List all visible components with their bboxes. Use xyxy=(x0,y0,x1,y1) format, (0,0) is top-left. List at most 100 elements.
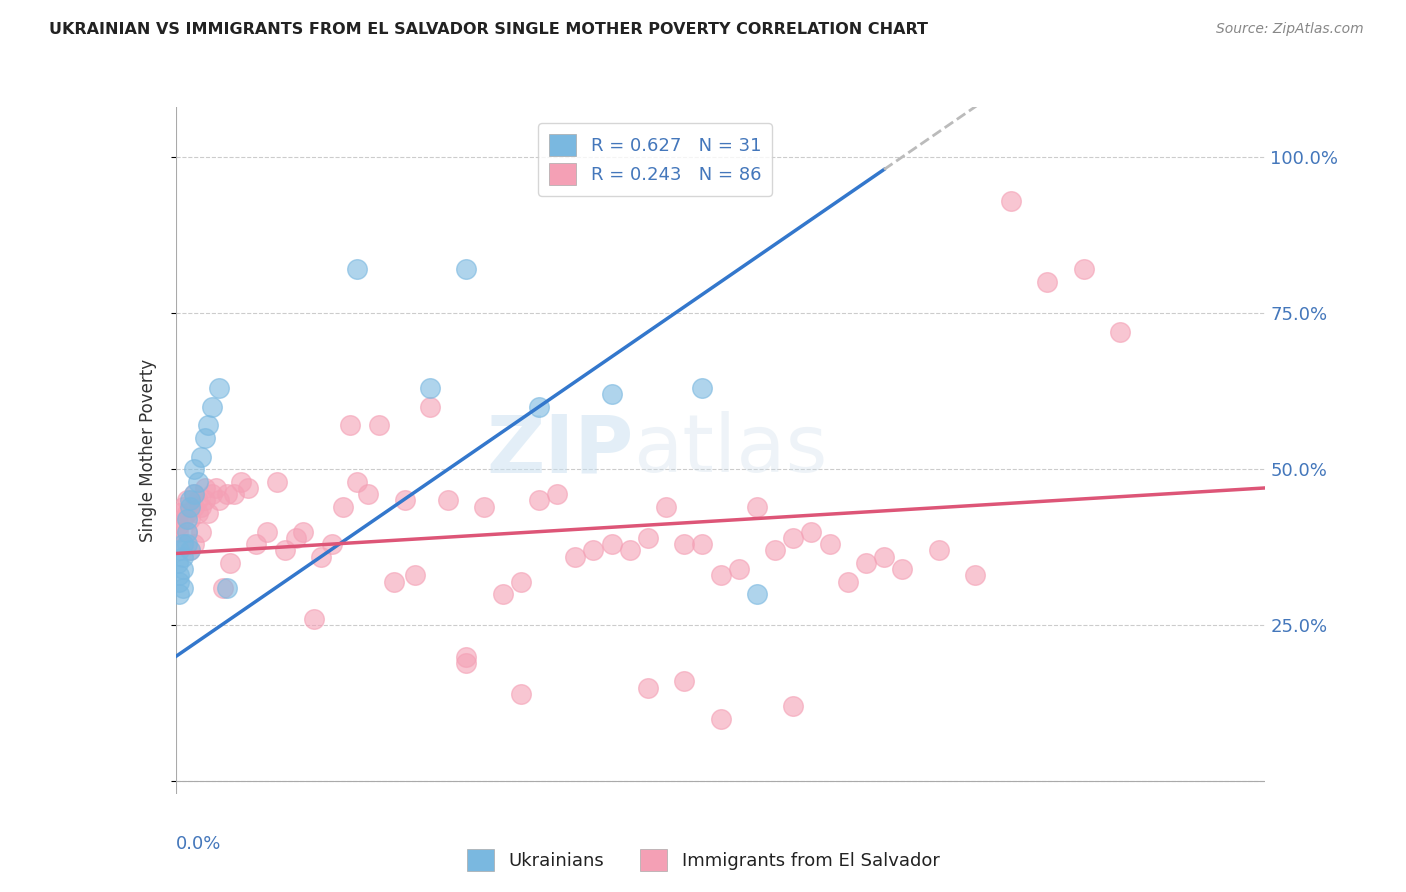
Point xyxy=(1073,262,1095,277)
Point xyxy=(183,462,205,476)
Point xyxy=(302,612,325,626)
Legend: Ukrainians, Immigrants from El Salvador: Ukrainians, Immigrants from El Salvador xyxy=(460,842,946,879)
Point xyxy=(727,562,749,576)
Point xyxy=(309,549,332,564)
Point xyxy=(873,549,896,564)
Point xyxy=(197,418,219,433)
Point xyxy=(655,500,678,514)
Point xyxy=(169,518,191,533)
Point xyxy=(710,712,733,726)
Point xyxy=(194,481,217,495)
Point xyxy=(208,381,231,395)
Point xyxy=(176,512,198,526)
Point xyxy=(382,574,405,589)
Point xyxy=(394,493,416,508)
Point xyxy=(204,481,226,495)
Legend: R = 0.627   N = 31, R = 0.243   N = 86: R = 0.627 N = 31, R = 0.243 N = 86 xyxy=(538,123,772,196)
Point xyxy=(179,493,201,508)
Y-axis label: Single Mother Poverty: Single Mother Poverty xyxy=(139,359,157,542)
Point xyxy=(231,475,253,489)
Point xyxy=(201,400,224,414)
Point xyxy=(176,524,198,539)
Point xyxy=(546,487,568,501)
Point xyxy=(710,568,733,582)
Point xyxy=(1000,194,1022,208)
Point xyxy=(172,500,194,514)
Text: atlas: atlas xyxy=(633,411,828,490)
Point xyxy=(190,500,212,514)
Point xyxy=(891,562,914,576)
Point xyxy=(339,418,361,433)
Point xyxy=(692,537,714,551)
Point xyxy=(800,524,823,539)
Point xyxy=(456,656,478,670)
Point xyxy=(169,543,191,558)
Point xyxy=(172,562,194,576)
Point xyxy=(637,681,659,695)
Text: 0.0%: 0.0% xyxy=(176,835,221,853)
Point xyxy=(437,493,460,508)
Point xyxy=(509,687,531,701)
Point xyxy=(186,493,209,508)
Point xyxy=(332,500,354,514)
Point xyxy=(166,524,188,539)
Point xyxy=(197,506,219,520)
Point xyxy=(419,381,441,395)
Point xyxy=(346,475,368,489)
Point xyxy=(256,524,278,539)
Point xyxy=(172,581,194,595)
Point xyxy=(238,481,260,495)
Point xyxy=(763,543,786,558)
Point xyxy=(1109,325,1132,339)
Point xyxy=(179,512,201,526)
Point xyxy=(963,568,986,582)
Point xyxy=(222,487,245,501)
Point xyxy=(186,506,209,520)
Point xyxy=(266,475,288,489)
Point xyxy=(176,493,198,508)
Point xyxy=(176,524,198,539)
Point xyxy=(186,475,209,489)
Point xyxy=(492,587,515,601)
Point xyxy=(619,543,641,558)
Text: Source: ZipAtlas.com: Source: ZipAtlas.com xyxy=(1216,22,1364,37)
Point xyxy=(855,556,877,570)
Point xyxy=(291,524,314,539)
Point xyxy=(928,543,950,558)
Point xyxy=(219,556,242,570)
Point xyxy=(190,450,212,464)
Point xyxy=(456,649,478,664)
Point xyxy=(357,487,380,501)
Point xyxy=(527,400,550,414)
Point xyxy=(169,587,191,601)
Point xyxy=(419,400,441,414)
Point xyxy=(837,574,859,589)
Point xyxy=(183,500,205,514)
Point xyxy=(600,537,623,551)
Point xyxy=(245,537,267,551)
Point xyxy=(172,537,194,551)
Point xyxy=(169,506,191,520)
Point xyxy=(745,500,768,514)
Point xyxy=(818,537,841,551)
Point xyxy=(215,487,238,501)
Point xyxy=(194,493,217,508)
Point xyxy=(166,556,188,570)
Point xyxy=(509,574,531,589)
Point xyxy=(274,543,297,558)
Point xyxy=(782,531,804,545)
Point xyxy=(169,574,191,589)
Point xyxy=(456,262,478,277)
Point xyxy=(782,699,804,714)
Point xyxy=(176,506,198,520)
Point xyxy=(208,493,231,508)
Point xyxy=(474,500,496,514)
Point xyxy=(368,418,391,433)
Point xyxy=(405,568,427,582)
Point xyxy=(172,537,194,551)
Point xyxy=(284,531,307,545)
Point xyxy=(1036,275,1059,289)
Point xyxy=(673,537,696,551)
Point xyxy=(745,587,768,601)
Point xyxy=(215,581,238,595)
